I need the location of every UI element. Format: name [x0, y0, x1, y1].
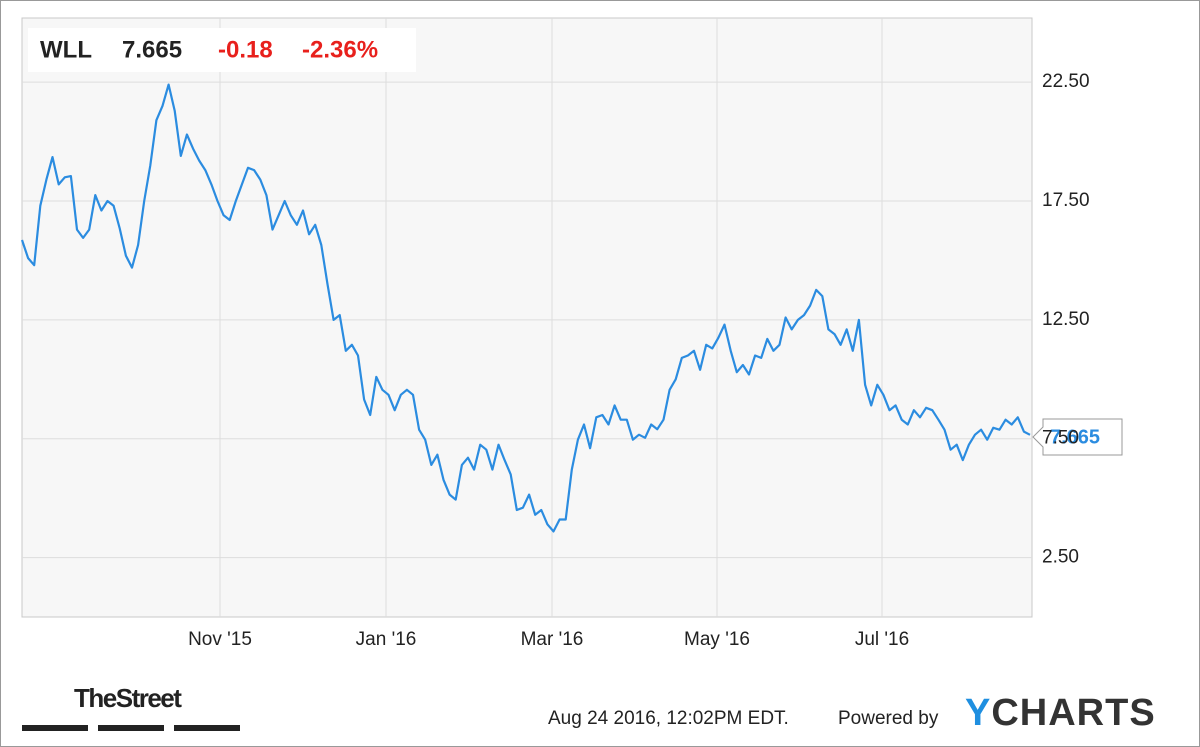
- brand-logo: YCHARTS: [965, 692, 1156, 734]
- y-tick-label: 22.50: [1042, 71, 1090, 92]
- symbol: WLL: [40, 36, 92, 63]
- logo-bar: [22, 725, 88, 731]
- x-tick-label: Jul '16: [855, 629, 909, 650]
- price-tag: 7.665: [1032, 418, 1123, 456]
- price-tag-label: 7.665: [1050, 426, 1100, 448]
- price: 7.665: [122, 36, 182, 63]
- price-tag-box: [1032, 418, 1123, 456]
- change-percent: -2.36%: [302, 36, 378, 63]
- quote-box: [28, 28, 416, 72]
- powered-by: Powered by: [838, 708, 939, 729]
- y-tick-label: 2.50: [1042, 547, 1079, 568]
- y-tick-label: 17.50: [1042, 190, 1090, 211]
- x-tick-label: Nov '15: [188, 629, 252, 650]
- plot-area: [21, 17, 1033, 618]
- x-tick-label: Mar '16: [521, 629, 584, 650]
- x-tick-label: Jan '16: [356, 629, 417, 650]
- y-tick-label: 7.50: [1042, 428, 1079, 449]
- logo-bar: [174, 725, 240, 731]
- source-logo: TheStreet: [74, 683, 182, 713]
- plot: [20, 83, 1031, 533]
- timestamp: Aug 24 2016, 12:02PM EDT.: [548, 708, 789, 729]
- logo-bar: [98, 725, 164, 731]
- y-tick-label: 12.50: [1042, 309, 1090, 330]
- x-tick-label: May '16: [684, 629, 750, 650]
- price-line: [20, 83, 1031, 533]
- change: -0.18: [218, 36, 273, 63]
- grid: [22, 18, 1032, 617]
